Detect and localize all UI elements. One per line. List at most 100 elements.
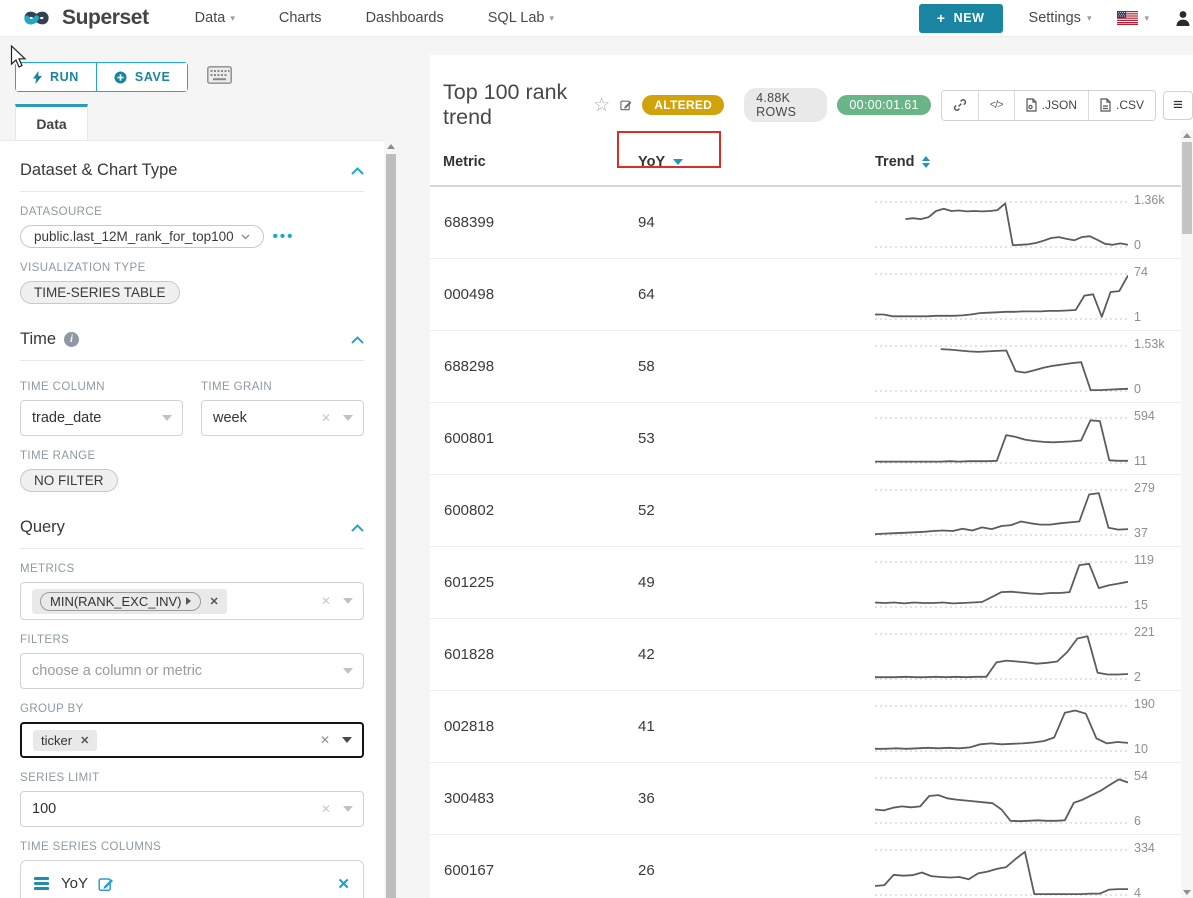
viz-type-select[interactable]: TIME-SERIES TABLE bbox=[20, 281, 180, 304]
time-series-column-item[interactable]: YoY ✕ bbox=[21, 861, 363, 898]
section-time[interactable]: Time i bbox=[20, 330, 364, 361]
clear-icon[interactable]: ✕ bbox=[320, 594, 331, 608]
group-by-select[interactable]: ticker ✕ ✕ bbox=[20, 722, 364, 758]
chart-menu-icon[interactable]: ≡ bbox=[1163, 90, 1193, 120]
chevron-down-icon[interactable] bbox=[343, 668, 353, 674]
section-title: Query bbox=[20, 518, 65, 536]
altered-badge[interactable]: ALTERED bbox=[642, 95, 725, 115]
new-button[interactable]: + NEW bbox=[918, 3, 1003, 33]
chevron-down-icon[interactable] bbox=[343, 598, 353, 604]
trend-cell: 334 4 bbox=[875, 835, 1193, 898]
yoy-cell: 26 bbox=[638, 862, 655, 879]
remove-column-icon[interactable]: ✕ bbox=[337, 875, 350, 893]
viz-type-value: TIME-SERIES TABLE bbox=[34, 285, 166, 300]
metric-cell: 600167 bbox=[444, 862, 495, 879]
metric-chip[interactable]: MIN(RANK_EXC_INV) ✕ bbox=[32, 588, 227, 614]
chevron-down-icon[interactable] bbox=[343, 806, 353, 812]
sparkline-labels: 221 2 bbox=[1128, 621, 1174, 689]
group-by-chip[interactable]: ticker ✕ bbox=[33, 729, 98, 751]
column-header-metric[interactable]: Metric bbox=[430, 154, 638, 170]
export-json-button[interactable]: .JSON bbox=[1013, 90, 1088, 120]
nav-item-charts[interactable]: Charts bbox=[279, 10, 322, 26]
keyboard-shortcuts-icon[interactable] bbox=[207, 66, 232, 84]
column-header-trend[interactable]: Trend bbox=[875, 154, 1193, 170]
trend-sparkline bbox=[875, 561, 1128, 607]
sparkline-labels: 54 6 bbox=[1128, 765, 1174, 833]
table-scrollbar[interactable] bbox=[1181, 130, 1193, 898]
metric-cell: 688298 bbox=[444, 358, 495, 375]
section-dataset-chart-type[interactable]: Dataset & Chart Type bbox=[20, 161, 364, 192]
clear-icon[interactable]: ✕ bbox=[319, 733, 330, 747]
trend-max-label: 74 bbox=[1134, 264, 1148, 279]
nav-item-data[interactable]: Data ▾ bbox=[195, 10, 235, 26]
trend-sparkline bbox=[875, 417, 1128, 463]
time-range-select[interactable]: NO FILTER bbox=[20, 469, 118, 492]
query-duration-badge: 00:00:01.61 bbox=[837, 95, 931, 115]
superset-infinity-icon bbox=[24, 11, 49, 25]
chevron-down-icon[interactable] bbox=[162, 415, 172, 421]
time-column-label: TIME COLUMN bbox=[20, 381, 105, 393]
edit-icon[interactable] bbox=[98, 876, 114, 892]
lightning-icon bbox=[33, 70, 42, 84]
nav-item-dashboards[interactable]: Dashboards bbox=[366, 10, 444, 26]
settings-label: Settings bbox=[1028, 10, 1081, 26]
trend-max-label: 221 bbox=[1134, 624, 1155, 639]
remove-metric-icon[interactable]: ✕ bbox=[209, 595, 219, 608]
time-column-select[interactable]: trade_date bbox=[20, 400, 183, 436]
language-selector[interactable]: ▾ bbox=[1117, 11, 1149, 25]
table-row: 600802 52 279 37 bbox=[430, 475, 1193, 547]
chevron-down-icon[interactable] bbox=[342, 737, 352, 743]
clear-icon[interactable]: ✕ bbox=[320, 411, 331, 425]
chevron-down-icon: ▾ bbox=[549, 12, 554, 23]
chevron-up-icon[interactable] bbox=[351, 335, 364, 344]
tab-data[interactable]: Data bbox=[15, 104, 88, 141]
chevron-up-icon[interactable] bbox=[351, 523, 364, 532]
scroll-up-icon[interactable] bbox=[387, 144, 395, 149]
trend-max-label: 190 bbox=[1134, 696, 1155, 711]
settings-menu[interactable]: Settings ▾ bbox=[1029, 10, 1092, 26]
chevron-down-icon[interactable] bbox=[343, 415, 353, 421]
trend-sparkline bbox=[875, 849, 1128, 895]
clear-icon[interactable]: ✕ bbox=[320, 802, 331, 816]
left-panel-scrollbar[interactable] bbox=[384, 141, 397, 898]
edit-title-icon[interactable] bbox=[620, 97, 632, 113]
scrollbar-thumb[interactable] bbox=[385, 154, 396, 898]
scroll-up-icon[interactable] bbox=[1183, 133, 1191, 138]
chevron-down-icon: ▾ bbox=[230, 12, 235, 23]
series-limit-select[interactable]: 100 ✕ bbox=[20, 791, 364, 827]
share-link-button[interactable] bbox=[941, 90, 978, 120]
chevron-up-icon[interactable] bbox=[351, 166, 364, 175]
datasource-more-icon[interactable]: ••• bbox=[272, 228, 295, 245]
user-icon[interactable] bbox=[1175, 10, 1191, 27]
scrollbar-thumb[interactable] bbox=[1182, 142, 1192, 234]
metric-cell: 600801 bbox=[444, 430, 495, 447]
scroll-down-icon[interactable] bbox=[1183, 890, 1191, 895]
series-limit-value: 100 bbox=[32, 801, 57, 817]
view-query-button[interactable]: </> bbox=[977, 90, 1014, 120]
sort-both-icon bbox=[922, 156, 931, 168]
favorite-star-icon[interactable]: ☆ bbox=[593, 94, 611, 116]
info-icon: i bbox=[64, 332, 80, 347]
drag-handle-icon[interactable] bbox=[34, 877, 49, 890]
metric-cell: 601828 bbox=[444, 646, 495, 663]
remove-group-by-icon[interactable]: ✕ bbox=[80, 734, 90, 747]
column-header-yoy[interactable]: YoY bbox=[638, 154, 875, 170]
export-csv-button[interactable]: .CSV bbox=[1087, 90, 1155, 120]
yoy-cell: 42 bbox=[638, 646, 655, 663]
filters-select[interactable]: choose a column or metric bbox=[20, 653, 364, 689]
run-button[interactable]: RUN bbox=[16, 63, 96, 91]
datasource-select[interactable]: public.last_12M_rank_for_top100 bbox=[20, 225, 264, 248]
plus-icon: + bbox=[936, 10, 946, 26]
trend-min-label: 11 bbox=[1134, 453, 1147, 468]
metrics-select[interactable]: MIN(RANK_EXC_INV) ✕ ✕ bbox=[20, 582, 364, 620]
trend-max-label: 279 bbox=[1134, 480, 1155, 495]
time-grain-select[interactable]: week ✕ bbox=[201, 400, 364, 436]
group-by-chip-label: ticker bbox=[41, 732, 73, 748]
trend-cell: 279 37 bbox=[875, 475, 1193, 546]
section-query[interactable]: Query bbox=[20, 518, 364, 549]
sparkline-labels: 279 37 bbox=[1128, 477, 1174, 545]
save-button[interactable]: SAVE bbox=[95, 63, 188, 91]
nav-item-sql-lab[interactable]: SQL Lab ▾ bbox=[488, 10, 554, 26]
superset-logo[interactable]: Superset bbox=[18, 5, 149, 31]
sparkline-labels: 594 11 bbox=[1128, 405, 1174, 473]
